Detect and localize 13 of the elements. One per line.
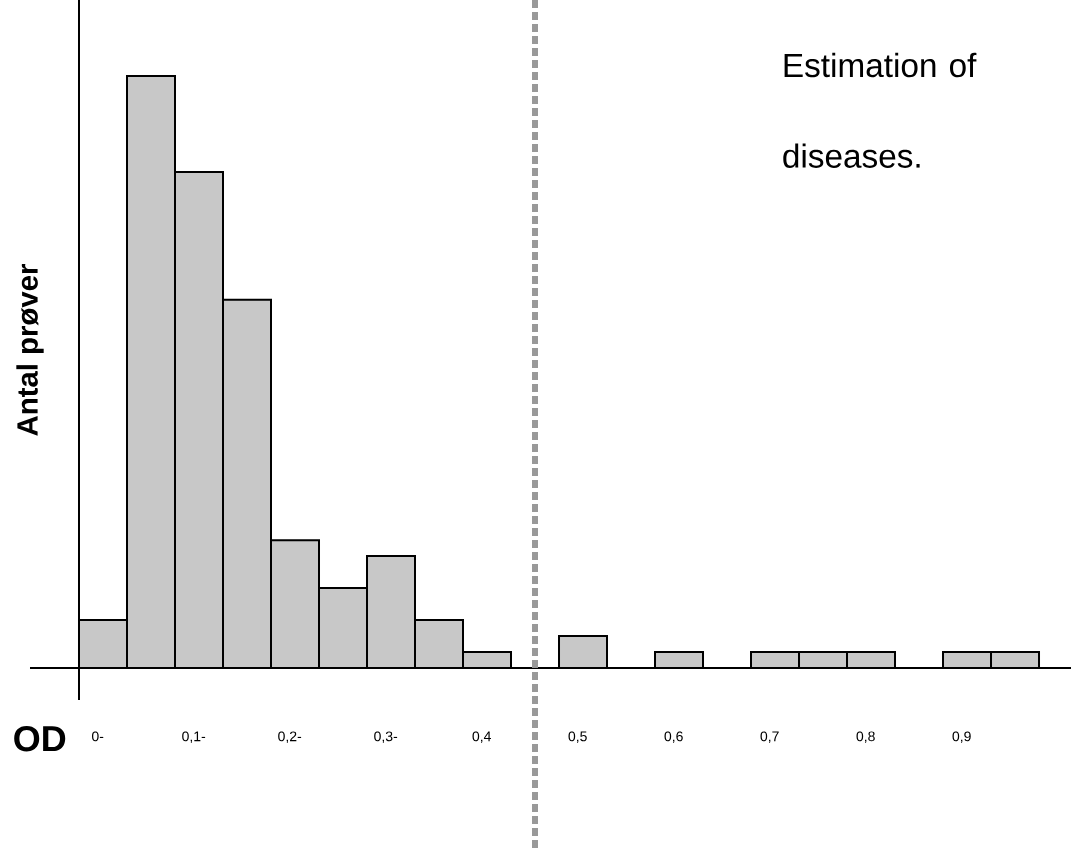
x-tick-label: 0,6 bbox=[664, 731, 683, 743]
x-tick-label: 0,5 bbox=[568, 731, 587, 743]
x-tick-label: 0,1- bbox=[182, 731, 206, 743]
x-tick-label: 0,7 bbox=[760, 731, 779, 743]
x-axis-title: OD bbox=[14, 725, 66, 752]
x-tick-label: 0,4 bbox=[472, 731, 491, 743]
x-tick-label: 0,2- bbox=[278, 731, 302, 743]
x-tick-label: 0,9 bbox=[952, 731, 971, 743]
x-tick-label: 0,8 bbox=[856, 731, 875, 743]
x-tick-label: 0- bbox=[91, 731, 104, 742]
x-tick-label: 0,3- bbox=[374, 731, 398, 743]
text: Estimation of diseases. bbox=[783, 52, 977, 168]
y-axis-title: Antal prøver bbox=[16, 264, 44, 436]
